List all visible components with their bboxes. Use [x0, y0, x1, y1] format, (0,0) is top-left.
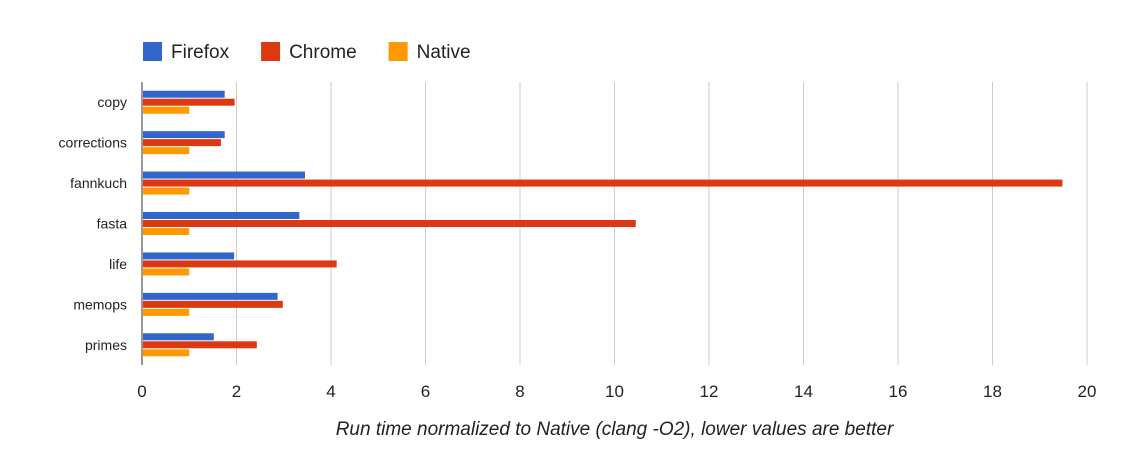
category-label: life: [109, 256, 127, 272]
x-tick-label: 8: [515, 382, 524, 401]
bar-firefox-primes: [143, 333, 214, 341]
bar-firefox-life: [143, 252, 235, 260]
bar-firefox-copy: [143, 90, 225, 98]
category-label: fannkuch: [70, 175, 127, 191]
legend-label: Chrome: [289, 42, 357, 63]
category-label: fasta: [97, 216, 128, 232]
legend-item-firefox: Firefox: [143, 42, 230, 63]
bar-native-copy: [143, 106, 190, 114]
x-tick-label: 2: [232, 382, 241, 401]
legend-swatch: [261, 42, 281, 61]
bar-chrome-fannkuch: [143, 179, 1063, 187]
legend-label: Native: [417, 42, 471, 63]
bar-native-primes: [143, 349, 190, 357]
x-tick-label: 10: [605, 382, 624, 401]
bar-chrome-copy: [143, 98, 235, 106]
legend-item-chrome: Chrome: [261, 42, 357, 63]
legend-label: Firefox: [171, 42, 230, 63]
bar-native-memops: [143, 308, 190, 316]
x-tick-label: 18: [983, 382, 1002, 401]
category-label: corrections: [59, 135, 127, 151]
x-tick-label: 16: [889, 382, 908, 401]
bar-native-fannkuch: [143, 187, 190, 195]
legend-swatch: [143, 42, 162, 61]
category-labels: copy corrections fannkuch fasta life memops pr…: [59, 94, 128, 353]
x-tick-label: 6: [421, 382, 430, 401]
bar-native-corrections: [143, 147, 190, 155]
category-label: copy: [97, 94, 127, 110]
bar-chrome-life: [143, 260, 337, 268]
x-tick-label: 20: [1078, 382, 1097, 401]
bar-chrome-primes: [143, 341, 257, 349]
x-axis-label: Run time normalized to Native (clang -O2…: [336, 419, 894, 440]
category-label: memops: [73, 296, 127, 312]
bar-firefox-memops: [143, 292, 278, 300]
bars: [143, 90, 1063, 357]
legend: Firefox Chrome Native: [143, 42, 471, 63]
bar-chrome-fasta: [143, 220, 636, 227]
bar-native-fasta: [143, 228, 190, 235]
bar-chrome-memops: [143, 300, 283, 308]
bar-firefox-corrections: [143, 131, 225, 139]
x-tick-label: 4: [326, 382, 335, 401]
bar-chrome-corrections: [143, 139, 221, 147]
bar-native-life: [143, 268, 190, 276]
x-tick-label: 14: [794, 382, 813, 401]
x-tick-label: 0: [137, 382, 146, 401]
bar-firefox-fannkuch: [143, 171, 306, 179]
legend-swatch: [388, 42, 408, 61]
x-tick-labels: 0 2 4 6 8 10 12 14 16 18 20: [137, 382, 1096, 401]
category-label: primes: [85, 337, 127, 353]
legend-item-native: Native: [388, 42, 471, 63]
bar-firefox-fasta: [143, 212, 300, 219]
x-tick-label: 12: [700, 382, 719, 401]
